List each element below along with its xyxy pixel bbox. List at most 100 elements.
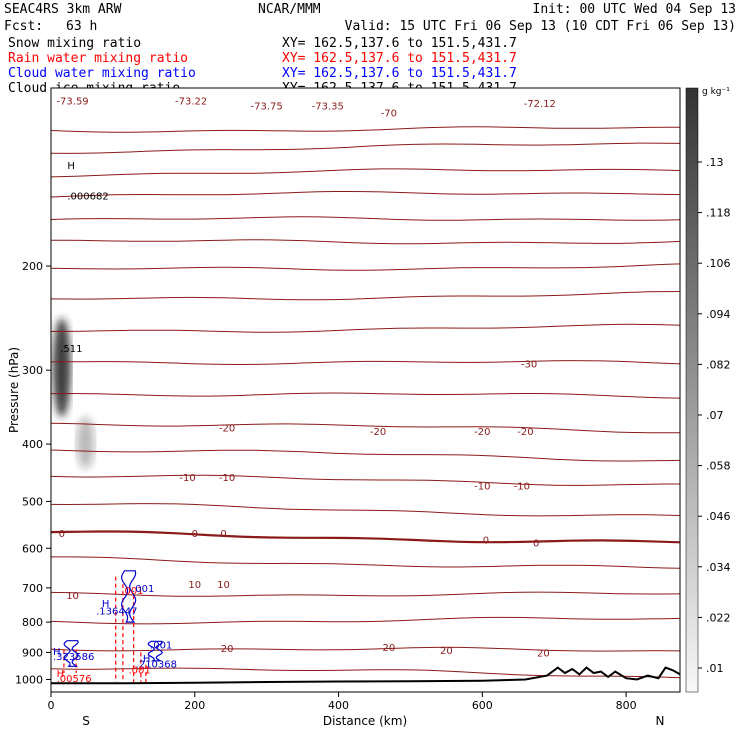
axes: Pressure (hPa) Distance (km) S N 0 200 400… xyxy=(7,260,664,728)
colorbar-unit: g kg⁻¹ xyxy=(702,87,730,97)
extremum-label: .210368 xyxy=(136,660,177,671)
temperature-label: 20 xyxy=(221,644,234,655)
field-label-cloud-water: Cloud water mixing ratio xyxy=(8,66,196,81)
y-tick-label: 200 xyxy=(22,260,43,273)
x-tick-label: 800 xyxy=(616,699,637,712)
valid-time: Valid: 15 UTC Fri 06 Sep 13 (10 CDT Fri … xyxy=(345,19,736,34)
cloud-ice-blob xyxy=(76,417,95,469)
x-end-label-north: N xyxy=(656,714,665,728)
cloud-water-contour xyxy=(120,570,137,623)
isotherm-line xyxy=(51,667,680,679)
colorbar-tick-label: .106 xyxy=(706,257,731,270)
figure-header: SEAC4RS 3km ARW NCAR/MMM Init: 00 UTC We… xyxy=(4,2,736,96)
field-xy-rain: XY= 162.5,137.6 to 151.5,431.7 xyxy=(282,51,517,66)
field-xy-snow: XY= 162.5,137.6 to 151.5,431.7 xyxy=(282,36,517,51)
temperature-label: -20 xyxy=(219,424,235,435)
field-label-snow: Snow mixing ratio xyxy=(8,36,141,51)
isotherm-line xyxy=(51,556,680,569)
colorbar-tick-label: .01 xyxy=(706,662,724,675)
isotherm-line xyxy=(51,474,680,486)
isotherm-line xyxy=(51,263,680,271)
isotherm-line xyxy=(51,449,680,462)
terrain-surface xyxy=(51,666,680,685)
temperature-label: -20 xyxy=(474,427,490,438)
temperature-label: 0 xyxy=(483,536,489,547)
cloud-water-contour xyxy=(147,640,163,662)
isotherm-line xyxy=(51,168,680,178)
colorbar-tick-label: .13 xyxy=(706,156,724,169)
temperature-label: 0 xyxy=(533,539,539,550)
extremum-label: H xyxy=(143,654,151,665)
center-label: NCAR/MMM xyxy=(258,2,321,17)
isotherm-line xyxy=(51,646,680,652)
extremum-label: H xyxy=(53,647,61,658)
temperature-label: 10 xyxy=(66,591,79,602)
field-label-rain: Rain water mixing ratio xyxy=(8,51,188,66)
colorbar-ramp xyxy=(685,87,699,693)
colorbar: g kg⁻¹ .01 .022 .034 .046 .058 .07 .082 .094 .10… xyxy=(685,87,731,693)
x-tick-label: 0 xyxy=(48,699,55,712)
temperature-label: -70 xyxy=(381,108,397,119)
extremum-label: .001 xyxy=(128,666,150,677)
temperature-label: 10 xyxy=(217,580,230,591)
y-tick-label: 500 xyxy=(22,495,43,508)
extremum-label: .001 xyxy=(150,640,172,651)
colorbar-tick-label: .082 xyxy=(706,358,731,371)
x-tick-label: 200 xyxy=(184,699,205,712)
forecast-label: Fcst: xyxy=(4,19,43,34)
x-end-label-south: S xyxy=(82,714,90,728)
temperature-label: -20 xyxy=(517,427,533,438)
extremum-label: .000682 xyxy=(67,192,108,203)
temperature-label: 20 xyxy=(440,646,453,657)
isotherm-line xyxy=(51,323,680,333)
isotherm-line xyxy=(51,530,680,544)
temperature-label: 0 xyxy=(59,529,65,540)
temperature-label: -73.22 xyxy=(175,97,207,108)
isotherm-line xyxy=(51,616,680,625)
colorbar-tick-label: .118 xyxy=(706,207,731,220)
y-tick-label: 900 xyxy=(22,646,43,659)
isotherm-line xyxy=(51,422,680,434)
extremum-label: H xyxy=(57,669,65,680)
y-tick-label: 1000 xyxy=(15,673,43,686)
extremum-label: H xyxy=(67,161,75,172)
temperature-label: 20 xyxy=(537,648,550,659)
isotherm-line xyxy=(51,591,680,597)
extremum-label: H xyxy=(102,599,110,610)
isotherm-line xyxy=(51,239,680,245)
temperature-label: 0 xyxy=(192,529,198,540)
isotherm-line xyxy=(51,126,680,133)
y-tick-label: 300 xyxy=(22,364,43,377)
temperature-label: -73.75 xyxy=(251,101,283,112)
cloud-ice-shading xyxy=(52,318,95,469)
isotherm-line xyxy=(51,360,680,366)
temperature-label: -72.12 xyxy=(524,99,556,110)
y-tick-label: 800 xyxy=(22,616,43,629)
cloud-ice-blob xyxy=(52,318,71,418)
temperature-label: -73.35 xyxy=(312,101,344,112)
isotherm-line xyxy=(51,392,680,399)
temperature-label: -10 xyxy=(514,482,530,493)
isotherm-line xyxy=(51,216,680,221)
x-axis-title: Distance (km) xyxy=(323,714,407,728)
plot-frame xyxy=(50,87,681,693)
temperature-label: -10 xyxy=(219,473,235,484)
colorbar-tick-label: .046 xyxy=(706,510,731,523)
temperature-label: 10 xyxy=(188,580,201,591)
temperature-label: 0 xyxy=(220,529,226,540)
temperature-label: 20 xyxy=(382,643,395,654)
colorbar-tick-label: .07 xyxy=(706,409,724,422)
isotherm-line xyxy=(51,191,680,198)
temperature-label: -73.59 xyxy=(56,97,88,108)
temperature-label: -10 xyxy=(179,473,195,484)
temperature-label: -20 xyxy=(370,427,386,438)
y-axis-title: Pressure (hPa) xyxy=(7,347,21,433)
y-tick-label: 400 xyxy=(22,438,43,451)
terrain-line xyxy=(51,666,680,685)
extremum-label: .323586 xyxy=(53,652,94,663)
contour-labels: -73.59 -73.22 -73.75 -73.35 -70 -72.12 -30 -20 -… xyxy=(53,97,556,686)
temperature-contours xyxy=(51,126,680,679)
plot-background xyxy=(51,88,680,692)
extremum-label: .511 xyxy=(60,344,82,355)
